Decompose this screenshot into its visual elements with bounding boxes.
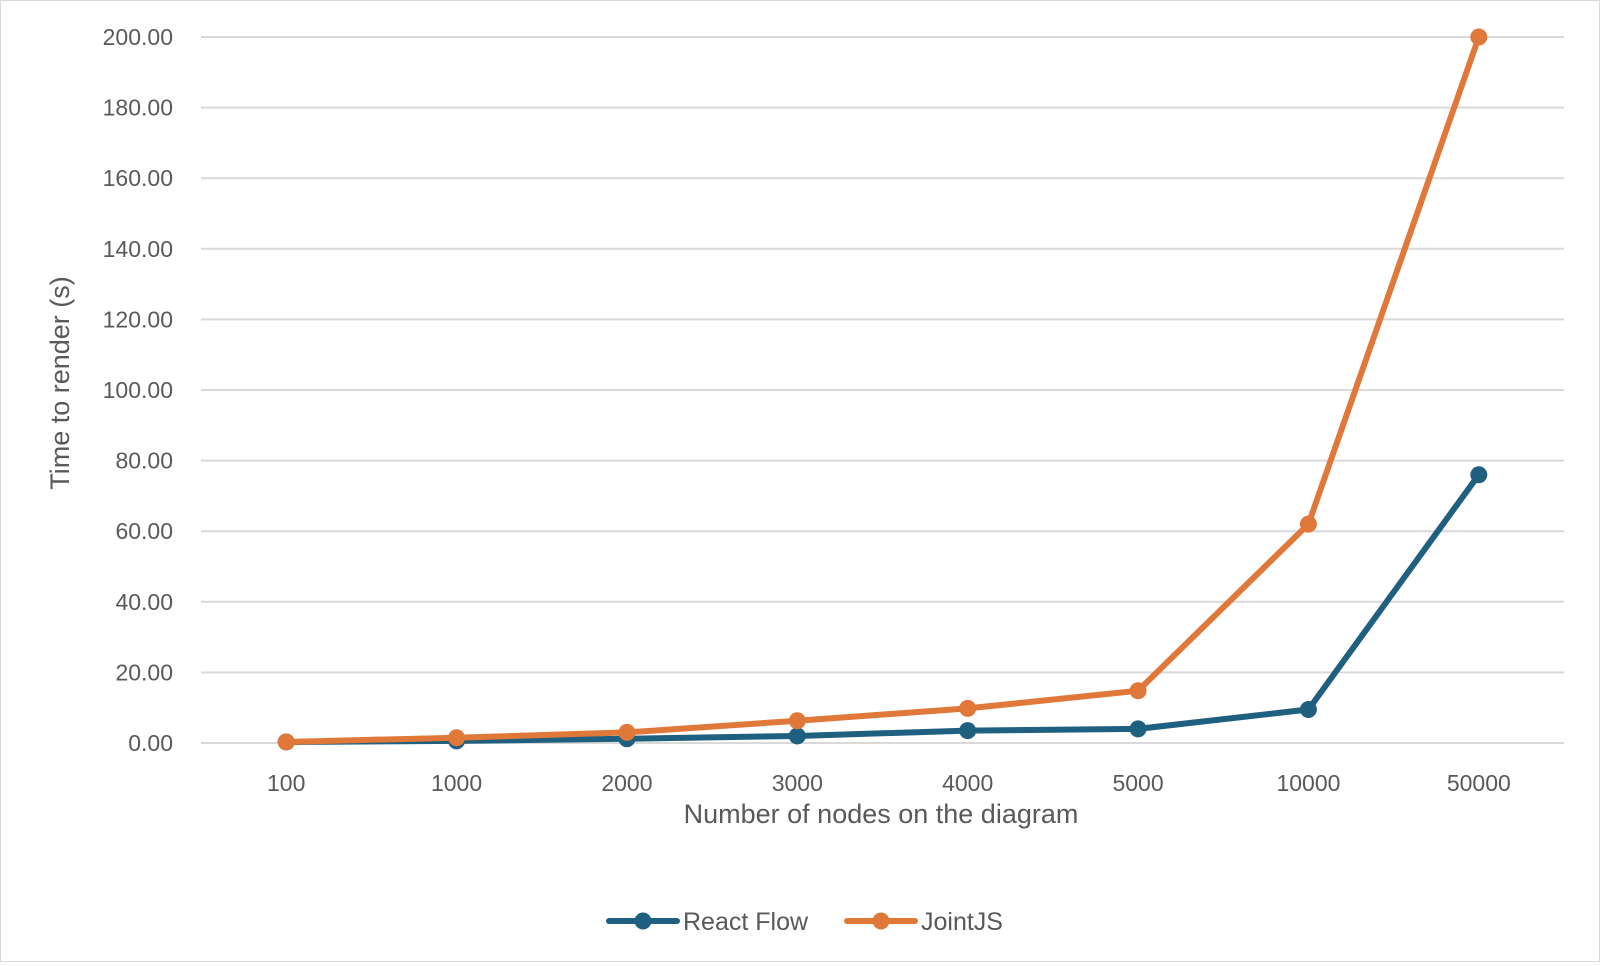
data-point-react-flow bbox=[1299, 700, 1317, 718]
x-tick-label: 10000 bbox=[1276, 770, 1340, 796]
y-tick-label: 140.00 bbox=[103, 236, 173, 262]
series-react-flow bbox=[277, 466, 1488, 751]
series-jointjs bbox=[277, 28, 1488, 751]
y-tick-label: 40.00 bbox=[115, 589, 173, 615]
data-point-jointjs bbox=[959, 699, 977, 717]
series-lines bbox=[277, 28, 1488, 751]
data-point-jointjs bbox=[448, 729, 466, 747]
data-point-react-flow bbox=[959, 722, 977, 740]
y-axis-title: Time to render (s) bbox=[45, 276, 75, 490]
y-tick-label: 160.00 bbox=[103, 165, 173, 191]
y-tick-label: 100.00 bbox=[103, 377, 173, 403]
data-point-react-flow bbox=[1129, 720, 1147, 738]
legend-swatch-marker bbox=[634, 912, 652, 930]
data-point-jointjs bbox=[618, 723, 636, 741]
data-point-react-flow bbox=[1470, 466, 1488, 484]
x-tick-label: 50000 bbox=[1447, 770, 1511, 796]
y-tick-label: 180.00 bbox=[103, 95, 173, 121]
legend-item-react-flow: React Flow bbox=[606, 908, 809, 936]
data-point-jointjs bbox=[1299, 515, 1317, 533]
x-tick-label: 4000 bbox=[942, 770, 993, 796]
x-tick-label: 2000 bbox=[601, 770, 652, 796]
x-tick-label: 1000 bbox=[431, 770, 482, 796]
series-line-react-flow bbox=[283, 471, 1482, 745]
y-tick-label: 200.00 bbox=[103, 24, 173, 50]
x-tick-label: 3000 bbox=[772, 770, 823, 796]
legend: React Flow JointJS bbox=[606, 908, 1003, 936]
y-tick-label: 80.00 bbox=[115, 448, 173, 474]
data-point-jointjs bbox=[788, 712, 806, 730]
y-tick-label: 60.00 bbox=[115, 518, 173, 544]
x-axis-title: Number of nodes on the diagram bbox=[684, 799, 1079, 829]
y-tick-label: 0.00 bbox=[128, 730, 173, 756]
legend-label: JointJS bbox=[921, 908, 1003, 936]
x-axis-ticks: 100 1000 2000 3000 4000 5000 10000 50000 bbox=[267, 770, 1511, 796]
data-point-jointjs bbox=[1129, 682, 1147, 700]
data-point-react-flow bbox=[788, 727, 806, 745]
y-tick-label: 20.00 bbox=[115, 659, 173, 685]
data-point-jointjs bbox=[277, 733, 295, 751]
y-tick-label: 120.00 bbox=[103, 306, 173, 332]
x-tick-label: 100 bbox=[267, 770, 305, 796]
x-tick-label: 5000 bbox=[1112, 770, 1163, 796]
series-line-jointjs bbox=[283, 34, 1482, 745]
gridlines bbox=[201, 36, 1564, 744]
legend-item-jointjs: JointJS bbox=[844, 908, 1003, 936]
data-point-jointjs bbox=[1470, 28, 1488, 46]
legend-label: React Flow bbox=[683, 908, 809, 936]
legend-swatch-marker bbox=[872, 912, 890, 930]
y-axis-ticks: 0.00 20.00 40.00 60.00 80.00 100.00 120.00 140.… bbox=[103, 24, 173, 756]
